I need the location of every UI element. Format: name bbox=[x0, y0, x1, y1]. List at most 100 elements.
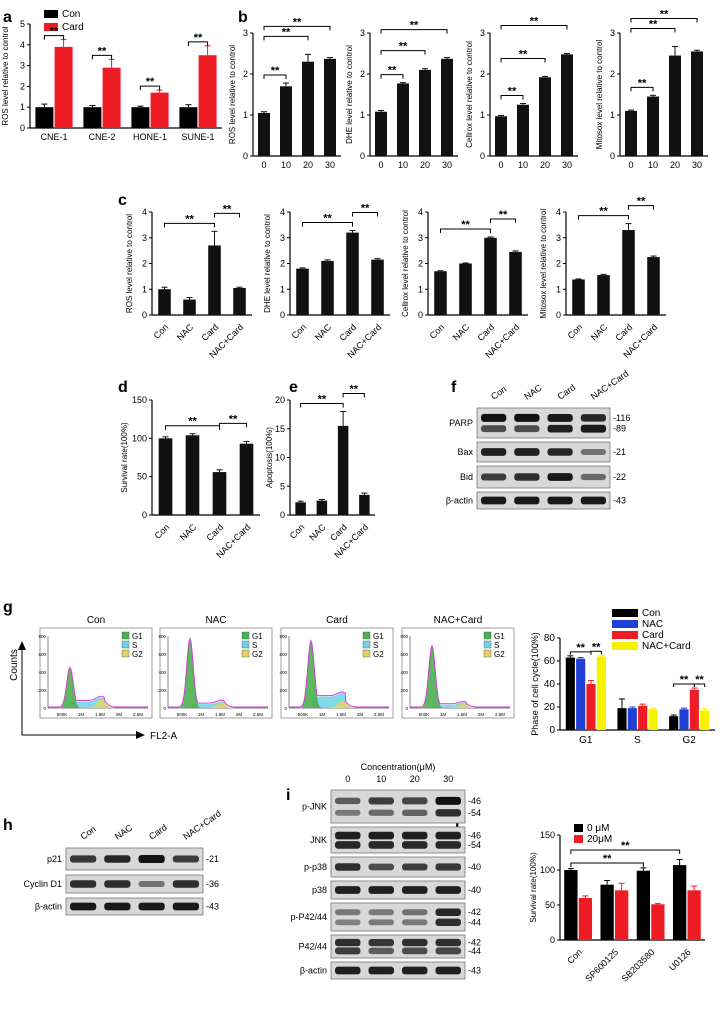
bar-c2-value-Card bbox=[346, 232, 359, 315]
blot-strip-p-p38 bbox=[330, 856, 466, 878]
significance-mark: ** bbox=[621, 840, 630, 852]
legend-label: Con bbox=[642, 608, 660, 619]
bar-b4-value-20 bbox=[669, 55, 681, 156]
blot-band bbox=[402, 938, 428, 947]
significance-bracket bbox=[302, 222, 353, 227]
y-tick-label: 4 bbox=[142, 207, 147, 217]
histogram-x-tick: 500K bbox=[298, 712, 309, 717]
x-tick-label: Con bbox=[565, 947, 584, 966]
x-tick-label: 0 bbox=[378, 160, 383, 170]
histogram-x-tick: 2M bbox=[478, 712, 485, 717]
significance-bracket bbox=[352, 212, 378, 217]
blot-band bbox=[368, 919, 394, 926]
significance-mark: ** bbox=[680, 674, 689, 686]
bar-j-0 μM-U0126 bbox=[672, 865, 687, 940]
molecular-weight-marker: -116 bbox=[613, 413, 630, 423]
significance-bracket bbox=[342, 393, 365, 398]
bar-c2-value-Con bbox=[296, 268, 309, 315]
blot-row-label: β-actin bbox=[300, 966, 327, 976]
significance-bracket bbox=[219, 422, 247, 428]
blot-band bbox=[402, 947, 428, 955]
y-tick-label: 50 bbox=[137, 472, 147, 482]
significance-mark: ** bbox=[530, 16, 539, 28]
blot-band bbox=[138, 902, 165, 911]
y-tick-label: 0 bbox=[243, 151, 248, 161]
y-axis-label: ROS level relative to control bbox=[125, 214, 134, 313]
histogram-x-tick: 500K bbox=[419, 712, 430, 717]
significance-bracket bbox=[628, 205, 654, 210]
y-tick-label: 0 bbox=[20, 123, 25, 133]
y-tick-label: 2 bbox=[280, 259, 285, 269]
bar-c1-value-NAC bbox=[183, 299, 196, 315]
blot-band bbox=[435, 831, 461, 840]
bar-b2-value-20 bbox=[419, 69, 431, 156]
bar-g_bar-Con-S bbox=[617, 708, 627, 730]
blot-band bbox=[547, 473, 573, 481]
blot-row-label: JNK bbox=[310, 835, 327, 845]
significance-bracket bbox=[500, 57, 546, 63]
y-axis-label: ROS level relative to control bbox=[1, 26, 10, 125]
histogram-x-tick: 1.5M bbox=[457, 712, 467, 717]
histogram-y-tick: 600 bbox=[279, 652, 287, 657]
histogram-x-tick: 1.5M bbox=[215, 712, 225, 717]
bar-c1-value-NAC+Card bbox=[233, 287, 246, 315]
histogram-y-tick: 800 bbox=[279, 634, 287, 639]
bar-b3-value-30 bbox=[561, 54, 573, 156]
significance-mark: ** bbox=[410, 20, 419, 32]
legend-label: 20μM bbox=[587, 834, 612, 845]
y-axis-label: Cellrox level relative to control bbox=[465, 41, 474, 148]
blot-band bbox=[402, 863, 428, 871]
y-tick-label: 1 bbox=[556, 284, 561, 294]
histogram-legend-label: G1 bbox=[252, 632, 263, 641]
histogram-fit-curve bbox=[48, 666, 148, 708]
blot-band bbox=[335, 797, 361, 805]
y-tick-label: 0 bbox=[280, 510, 285, 520]
y-axis-label: DHE level relative to control bbox=[263, 214, 272, 313]
molecular-weight-marker: -42 bbox=[468, 907, 481, 917]
significance-mark: ** bbox=[637, 196, 646, 208]
x-tick-label: 10 bbox=[281, 160, 291, 170]
panel-letter-e: e bbox=[289, 379, 298, 396]
significance-mark: ** bbox=[349, 384, 358, 396]
y-tick-label: 1 bbox=[480, 110, 485, 120]
bar-c1-value-Card bbox=[208, 245, 221, 315]
histogram-x-tick: 500K bbox=[177, 712, 188, 717]
blot-column-label: Card bbox=[147, 822, 169, 841]
blot-band bbox=[368, 909, 394, 916]
bar-g_bar-Con-G1 bbox=[565, 657, 575, 730]
chart-a: 0 1 2 3 4 5 ROS level relative to control CNE-1… bbox=[1, 9, 222, 142]
x-tick-label: SB203580 bbox=[620, 947, 657, 984]
significance-bracket bbox=[43, 35, 65, 40]
bar-j-0 μM-SB203580 bbox=[636, 870, 651, 940]
blot-row-label: p21 bbox=[47, 854, 62, 864]
chart-c4: 0 1 2 3 4 Mitosox level relative to control Co… bbox=[539, 196, 666, 360]
counts-label: Counts bbox=[9, 649, 20, 681]
y-tick-label: 0 bbox=[556, 310, 561, 320]
y-axis-label: ROS level relative to control bbox=[228, 45, 237, 144]
legend-label: Card bbox=[642, 630, 664, 641]
x-tick-label: Card bbox=[204, 522, 225, 543]
histogram-legend-label: G2 bbox=[373, 650, 384, 659]
panel-letter-d: d bbox=[118, 379, 128, 396]
bar-b4-value-0 bbox=[625, 110, 637, 156]
histogram-g1-peak bbox=[289, 641, 389, 708]
y-axis-label: Phase of cell cycle(100%) bbox=[530, 632, 540, 736]
blot-column-label: Card bbox=[556, 382, 578, 401]
x-tick-label: NAC bbox=[307, 522, 328, 543]
histogram-y-tick: 600 bbox=[158, 652, 166, 657]
blot-strip-PARP bbox=[476, 407, 611, 439]
blot-strip-Bid bbox=[476, 465, 611, 489]
x-tick-label: 0 bbox=[261, 160, 266, 170]
x-tick-label: 10 bbox=[648, 160, 658, 170]
bar-g_bar-Con-G2 bbox=[669, 716, 679, 730]
blot-band bbox=[547, 424, 573, 433]
x-tick-label: Con bbox=[290, 322, 309, 341]
histogram-legend-label: G2 bbox=[252, 650, 263, 659]
histogram-y-tick: 200 bbox=[158, 688, 166, 693]
x-tick-label: 30 bbox=[442, 160, 452, 170]
y-tick-label: 1 bbox=[610, 110, 615, 120]
significance-bracket bbox=[300, 403, 344, 408]
bar-c2-value-NAC bbox=[321, 260, 334, 315]
chart-b1: 0 1 2 3 ROS level relative to control 0 10 20 30… bbox=[228, 16, 341, 170]
histogram-y-tick: 400 bbox=[38, 670, 46, 675]
